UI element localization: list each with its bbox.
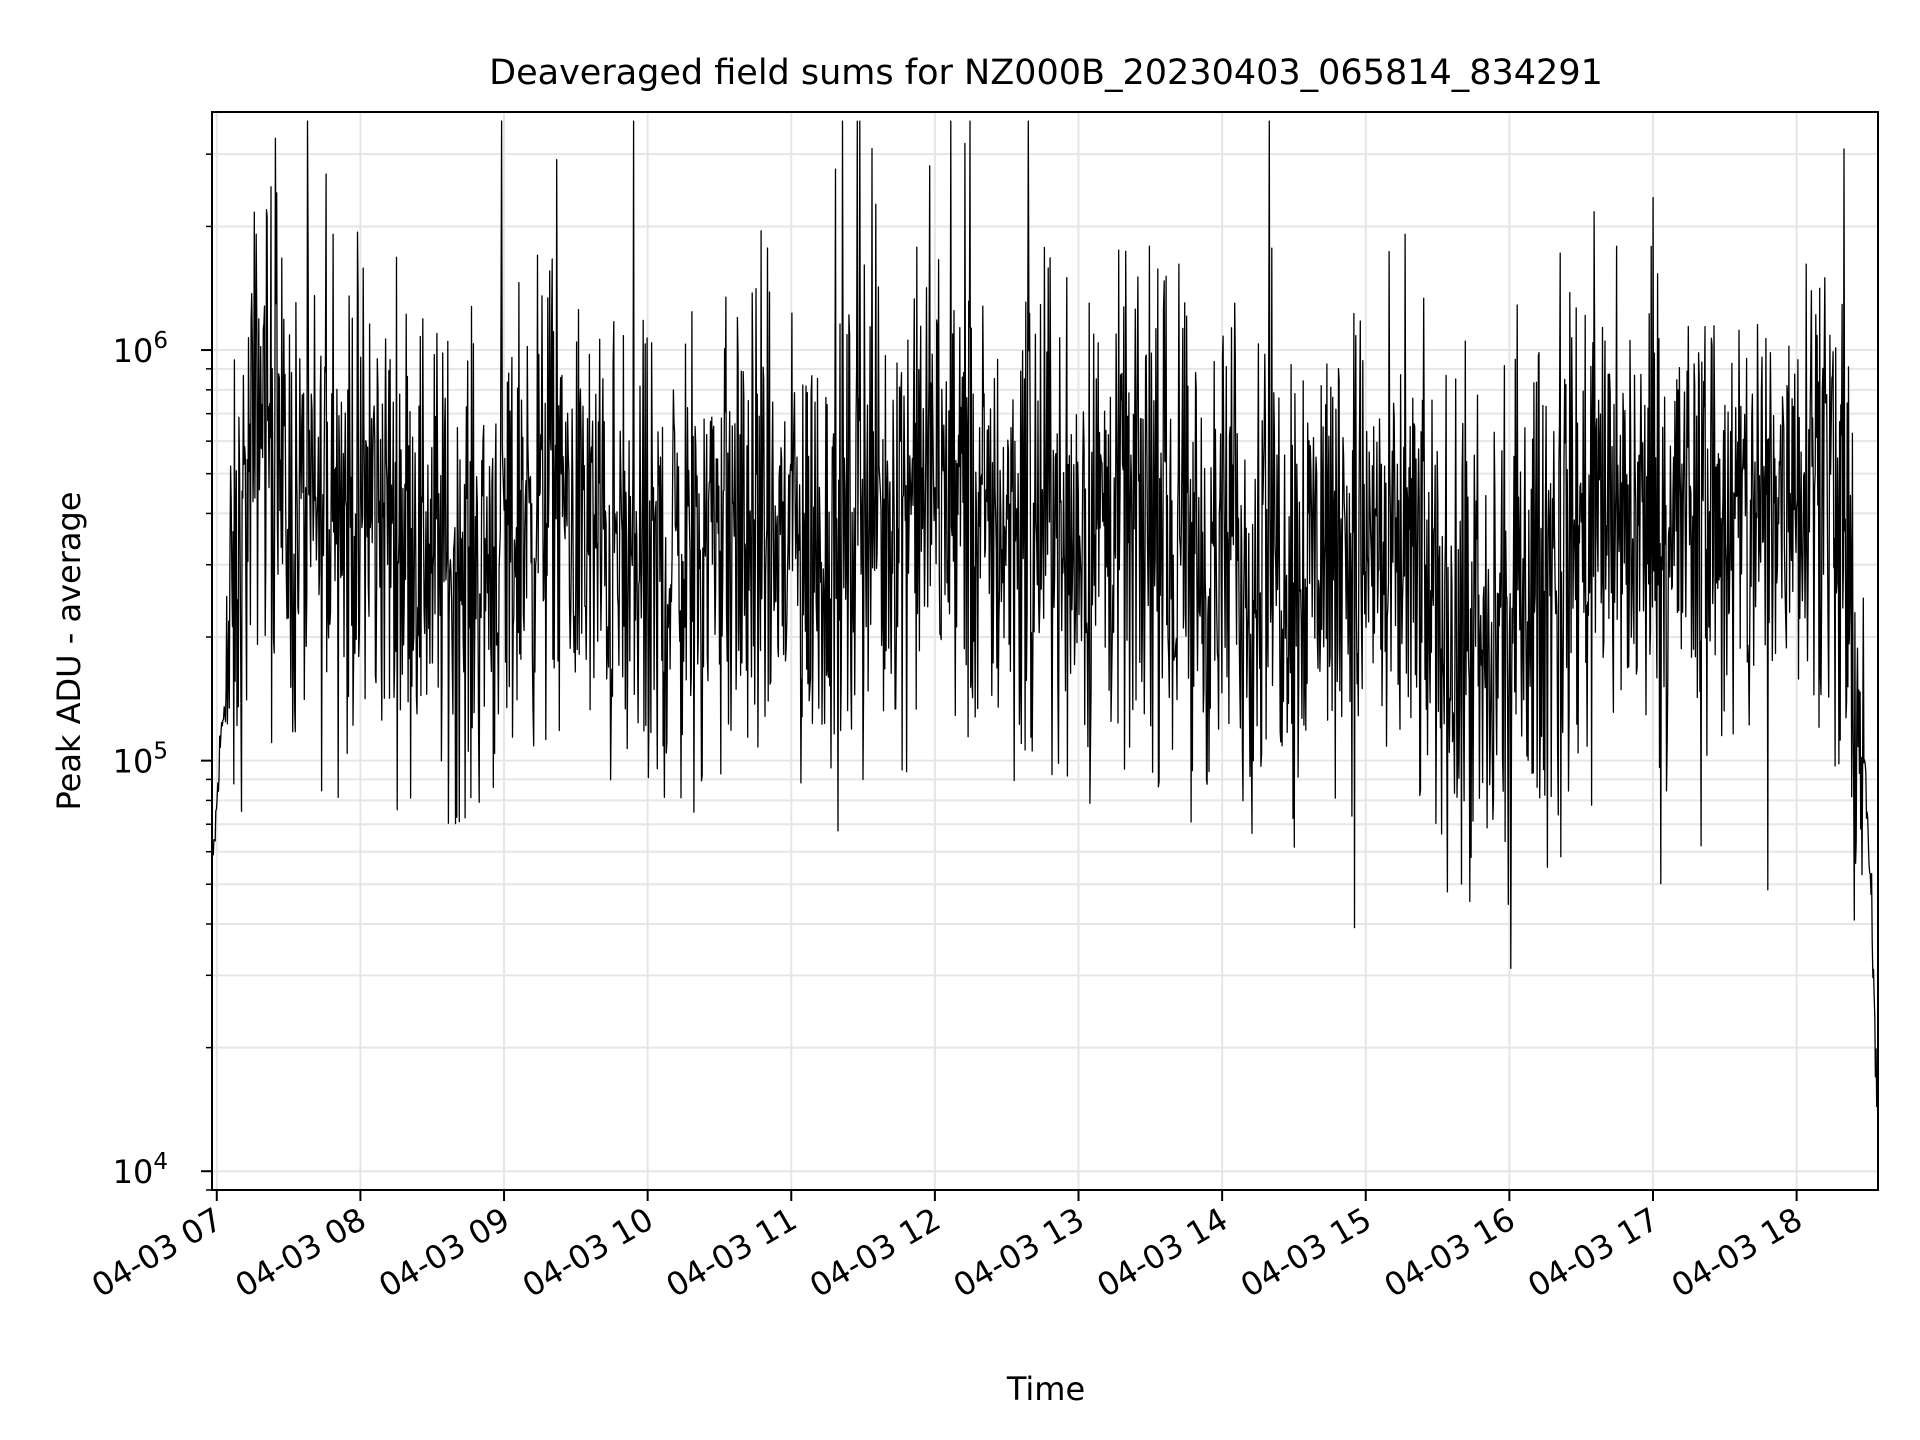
series-line bbox=[211, 120, 1879, 1129]
series-layer bbox=[211, 120, 1879, 1129]
plot-frame bbox=[211, 111, 1879, 1191]
y-tick-exponent: 6 bbox=[153, 328, 168, 354]
x-axis-label: Time bbox=[1006, 1370, 1085, 1408]
y-axis-label: Peak ADU - average bbox=[50, 492, 88, 811]
chart-title: Deaveraged field sums for NZ000B_2023040… bbox=[489, 53, 1603, 93]
y-tick-exponent: 4 bbox=[153, 1149, 168, 1175]
y-tick-exponent: 5 bbox=[153, 739, 168, 765]
